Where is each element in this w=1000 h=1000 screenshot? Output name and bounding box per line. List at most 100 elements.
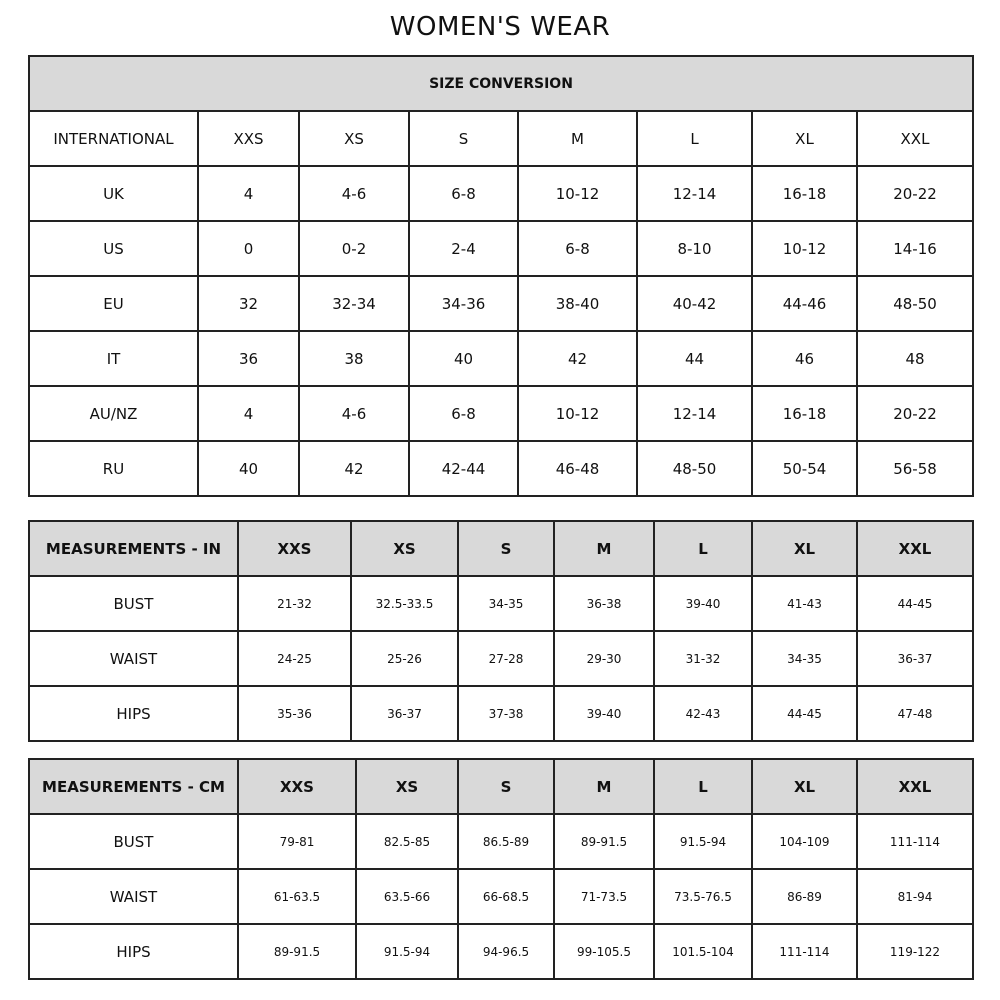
table-cell: 24-25: [237, 630, 352, 687]
table-cell: 14-16: [856, 220, 974, 277]
table-cell: 4: [197, 385, 300, 442]
table-cell: 44-45: [856, 575, 974, 632]
table-caption: SIZE CONVERSION: [28, 55, 974, 112]
column-header: XS: [350, 520, 459, 577]
row-label: US: [28, 220, 199, 277]
table-row: US 0 0-2 2-4 6-8 8-10 10-12 14-16: [28, 220, 974, 277]
table-cell: 16-18: [751, 385, 858, 442]
table-cell: 20-22: [856, 385, 974, 442]
table-cell: 12-14: [636, 165, 753, 222]
table-row: WAIST 61-63.5 63.5-66 66-68.5 71-73.5 73.5-76…: [28, 868, 974, 925]
table-cell: 42-43: [653, 685, 753, 742]
column-header: M: [553, 520, 655, 577]
table-cell: 91.5-94: [355, 923, 459, 980]
table-cell: 36-37: [856, 630, 974, 687]
table-cell: 34-35: [751, 630, 858, 687]
table-cell: 10-12: [751, 220, 858, 277]
column-header: XS: [298, 110, 410, 167]
column-header: XXS: [237, 758, 357, 815]
table-cell: 119-122: [856, 923, 974, 980]
column-header: MEASUREMENTS - IN: [28, 520, 239, 577]
column-header: XXL: [856, 110, 974, 167]
table-cell: 111-114: [751, 923, 858, 980]
column-header: L: [653, 520, 753, 577]
table-cell: 44: [636, 330, 753, 387]
table-cell: 10-12: [517, 165, 638, 222]
table-cell: 63.5-66: [355, 868, 459, 925]
table-cell: 46: [751, 330, 858, 387]
row-label: HIPS: [28, 685, 239, 742]
column-header: XXL: [856, 758, 974, 815]
row-label: EU: [28, 275, 199, 332]
column-header: M: [553, 758, 655, 815]
table-cell: 0: [197, 220, 300, 277]
row-label: HIPS: [28, 923, 239, 980]
table-cell: 0-2: [298, 220, 410, 277]
table-cell: 41-43: [751, 575, 858, 632]
table-cell: 8-10: [636, 220, 753, 277]
table-cell: 86-89: [751, 868, 858, 925]
table-row: AU/NZ 4 4-6 6-8 10-12 12-14 16-18 20-22: [28, 385, 974, 442]
table-row: UK 4 4-6 6-8 10-12 12-14 16-18 20-22: [28, 165, 974, 222]
table-cell: 31-32: [653, 630, 753, 687]
table-cell: 104-109: [751, 813, 858, 870]
table-cell: 36: [197, 330, 300, 387]
table-cell: 6-8: [408, 385, 519, 442]
table-cell: 21-32: [237, 575, 352, 632]
table-row: RU 40 42 42-44 46-48 48-50 50-54 56-58: [28, 440, 974, 497]
row-label: UK: [28, 165, 199, 222]
table-cell: 35-36: [237, 685, 352, 742]
column-header: L: [653, 758, 753, 815]
column-header: XXS: [197, 110, 300, 167]
row-label: BUST: [28, 575, 239, 632]
table-cell: 20-22: [856, 165, 974, 222]
table-cell: 38-40: [517, 275, 638, 332]
column-header: XXS: [237, 520, 352, 577]
row-label: IT: [28, 330, 199, 387]
table-cell: 2-4: [408, 220, 519, 277]
column-header: XXL: [856, 520, 974, 577]
table-cell: 32.5-33.5: [350, 575, 459, 632]
measurements-cm-table: MEASUREMENTS - CM XXS XS S M L XL XXL BUST 79-81 8…: [28, 758, 974, 980]
table-cell: 32: [197, 275, 300, 332]
column-header: M: [517, 110, 638, 167]
table-cell: 40-42: [636, 275, 753, 332]
table-cell: 42: [298, 440, 410, 497]
size-conversion-table: SIZE CONVERSION INTERNATIONAL XXS XS S M L XL XX…: [28, 55, 974, 497]
row-label: BUST: [28, 813, 239, 870]
table-cell: 50-54: [751, 440, 858, 497]
header-row: MEASUREMENTS - CM XXS XS S M L XL XXL: [28, 758, 974, 815]
table-cell: 89-91.5: [553, 813, 655, 870]
measurements-in-table: MEASUREMENTS - IN XXS XS S M L XL XXL BUST 21-32 3…: [28, 520, 974, 742]
table-cell: 4-6: [298, 385, 410, 442]
column-header: XL: [751, 520, 858, 577]
table-row: BUST 79-81 82.5-85 86.5-89 89-91.5 91.5-94 104…: [28, 813, 974, 870]
table-cell: 91.5-94: [653, 813, 753, 870]
table-cell: 29-30: [553, 630, 655, 687]
table-cell: 40: [197, 440, 300, 497]
table-row: EU 32 32-34 34-36 38-40 40-42 44-46 48-50: [28, 275, 974, 332]
page-title: WOMEN'S WEAR: [389, 12, 611, 42]
table-cell: 56-58: [856, 440, 974, 497]
column-header: S: [408, 110, 519, 167]
table-cell: 89-91.5: [237, 923, 357, 980]
table-cell: 48-50: [856, 275, 974, 332]
table-cell: 40: [408, 330, 519, 387]
table-cell: 4: [197, 165, 300, 222]
table-cell: 71-73.5: [553, 868, 655, 925]
table-cell: 39-40: [553, 685, 655, 742]
table-row: WAIST 24-25 25-26 27-28 29-30 31-32 34-35 36-37: [28, 630, 974, 687]
column-header: XL: [751, 758, 858, 815]
column-header: XL: [751, 110, 858, 167]
row-label: AU/NZ: [28, 385, 199, 442]
row-label: WAIST: [28, 630, 239, 687]
table-cell: 86.5-89: [457, 813, 555, 870]
table-cell: 79-81: [237, 813, 357, 870]
table-cell: 6-8: [408, 165, 519, 222]
table-cell: 44-46: [751, 275, 858, 332]
table-cell: 47-48: [856, 685, 974, 742]
table-cell: 66-68.5: [457, 868, 555, 925]
table-cell: 34-35: [457, 575, 555, 632]
table-cell: 34-36: [408, 275, 519, 332]
table-cell: 82.5-85: [355, 813, 459, 870]
